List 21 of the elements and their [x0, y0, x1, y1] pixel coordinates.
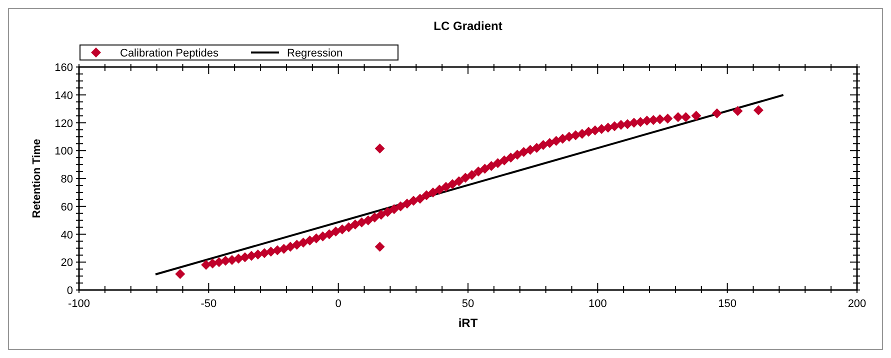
y-tick-label: 140	[54, 90, 73, 102]
y-axis-title: Retention Time	[31, 138, 43, 218]
y-tick-label: 100	[54, 146, 73, 158]
y-tick-label: 60	[60, 201, 73, 214]
legend-label: Calibration Peptides	[120, 48, 219, 60]
x-tick-label: 150	[718, 298, 737, 310]
x-tick-label: 100	[588, 298, 607, 310]
x-tick-label: 0	[335, 298, 342, 310]
y-tick-label: 20	[60, 257, 73, 270]
x-tick-label: 200	[848, 298, 866, 310]
x-axis-title: iRT	[458, 316, 478, 330]
x-tick-label: -100	[68, 298, 90, 310]
legend-label: Regression	[287, 48, 343, 60]
y-tick-label: 160	[54, 62, 73, 74]
y-tick-label: 0	[66, 285, 73, 297]
x-tick-label: -50	[200, 298, 217, 310]
chart-title: LC Gradient	[434, 19, 502, 33]
y-tick-label: 80	[60, 174, 73, 186]
y-tick-label: 40	[60, 229, 73, 242]
x-tick-label: 50	[462, 298, 474, 310]
y-tick-label: 120	[54, 118, 73, 130]
